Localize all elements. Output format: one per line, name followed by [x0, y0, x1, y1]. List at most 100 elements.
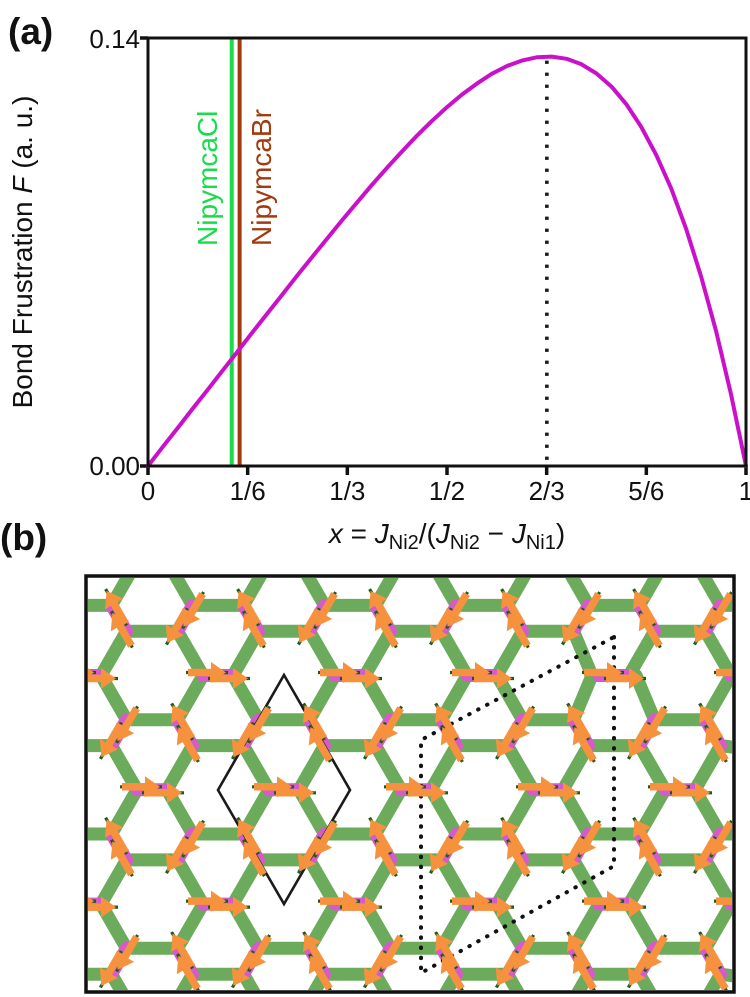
spin-arrow-shaft	[0, 480, 5, 503]
spin-arrow-shaft	[582, 592, 602, 619]
lattice-bond-green	[105, 967, 129, 990]
spin-arrow-head	[100, 510, 118, 528]
spin-arrow-shaft	[384, 706, 404, 733]
spin-arrow-head	[431, 782, 446, 804]
lattice-bond-green	[35, 746, 61, 790]
x-tick-labels: 0 1/6 1/3 1/2 2/3 5/6 1	[141, 476, 750, 506]
spin-arrow-head	[431, 554, 446, 575]
spin-arrow-head	[363, 967, 382, 986]
spin-arrow-head	[101, 668, 116, 689]
spin-arrow-head	[231, 967, 250, 986]
spin-arrow-head	[705, 499, 723, 517]
spin-arrow-shaft	[577, 964, 597, 990]
spin-arrow-shaft	[318, 820, 338, 847]
spin-axis-line	[0, 935, 6, 971]
annotation-nipymcacl: NipymcaCl	[192, 111, 223, 246]
spin-arrow-shaft	[241, 828, 261, 855]
spin-arrow-shaft	[181, 964, 201, 990]
spin-arrow-shaft	[707, 487, 720, 510]
spin-arrow-shaft	[580, 509, 593, 532]
lattice-bond-green	[171, 624, 210, 682]
spin-arrow-shaft	[107, 496, 120, 518]
lattice-bond-green	[622, 624, 661, 682]
lattice-bond-magenta	[178, 491, 193, 517]
spin-arrow-head	[99, 967, 118, 986]
spin-arrow-shaft	[439, 942, 459, 969]
spin-arrow-shaft	[175, 713, 195, 740]
spin-arrow-head	[167, 782, 182, 804]
spin-arrow-shaft	[104, 722, 124, 749]
x-tick-label: 1/2	[429, 476, 465, 506]
spin-arrow-head	[567, 477, 585, 495]
panel-b: (b)	[0, 475, 736, 994]
lattice-bond-green	[0, 746, 5, 790]
spin-arrow-head	[572, 955, 591, 975]
spin-arrow-shaft	[434, 608, 454, 635]
spin-arrow-shaft	[47, 944, 60, 967]
spin-arrow-head	[297, 853, 316, 872]
spin-arrow-head	[167, 554, 182, 575]
lattice-bond-green	[563, 517, 589, 561]
plot-frame	[146, 36, 748, 468]
spin-arrow-shaft	[511, 621, 531, 648]
spin-arrow-head	[627, 967, 646, 986]
spin-axis-line	[34, 837, 55, 873]
spin-arrow-shaft	[450, 820, 470, 847]
lattice-bond-green	[167, 517, 193, 561]
spin-arrow-head	[39, 705, 57, 723]
spin-arrow-shaft	[302, 836, 322, 863]
spin-arrow-head	[303, 933, 322, 952]
spin-arrow-head	[495, 967, 514, 986]
spin-arrow-head	[45, 956, 63, 974]
y-tick-max: 0.14	[89, 24, 140, 54]
spin-arrow-head	[242, 841, 261, 860]
spin-axis-line	[172, 475, 193, 511]
lattice-bond-green	[244, 517, 270, 561]
spin-arrow-shaft	[439, 713, 459, 740]
spin-arrow-head	[308, 955, 327, 975]
spin-arrow-shaft	[236, 722, 256, 749]
lattice-bond-green	[0, 790, 5, 828]
spin-arrow-head	[567, 705, 586, 724]
spin-arrow-head	[699, 933, 718, 952]
spin-arrow-head	[704, 955, 723, 975]
lattice-bond-green	[358, 853, 397, 911]
spin-arrow-head	[638, 612, 657, 632]
lattice-bond-magenta	[706, 491, 721, 517]
spin-arrow-shaft	[632, 950, 652, 978]
lattice-bond-green	[46, 631, 72, 675]
spin-arrow-shaft	[500, 950, 520, 978]
spin-arrow-head	[233, 896, 248, 918]
spin-arrow-head	[435, 705, 454, 724]
lattice-bond-green	[714, 739, 732, 754]
spin-arrow-head	[561, 624, 580, 643]
lattice-bond-green	[556, 739, 595, 797]
spin-arrow-shaft	[500, 722, 520, 749]
spin-arrow-shaft	[632, 722, 652, 749]
spin-arrow-shaft	[181, 735, 201, 762]
spin-arrow-shaft	[373, 828, 393, 855]
spin-arrow-head	[50, 837, 68, 855]
spin-arrow-shaft	[247, 850, 267, 877]
spin-arrow-shaft	[115, 850, 135, 877]
lattice-bond-green	[0, 631, 46, 637]
spin-arrow-shaft	[566, 836, 586, 863]
spin-arrow-head	[299, 554, 314, 575]
spin-arrow-head	[145, 548, 160, 569]
spin-arrow-shaft	[58, 823, 71, 846]
spin-arrow-shaft	[648, 934, 668, 962]
spin-arrow-head	[233, 668, 248, 689]
spin-axis-line	[34, 608, 55, 644]
spin-arrow-shaft	[307, 713, 327, 740]
spin-arrow-shaft	[648, 706, 668, 733]
x-tick-label: 0	[141, 476, 155, 506]
spin-arrow-shaft	[703, 713, 723, 740]
lattice-bond-green	[439, 967, 463, 990]
spin-axis-line	[40, 932, 61, 968]
spin-arrow-shaft	[41, 610, 54, 633]
lattice-bond-green	[633, 739, 672, 797]
spin-arrow-head	[363, 738, 382, 758]
spin-arrow-head	[105, 590, 124, 610]
lattice-bond-green	[35, 561, 61, 605]
spin-arrow-head	[171, 933, 190, 952]
